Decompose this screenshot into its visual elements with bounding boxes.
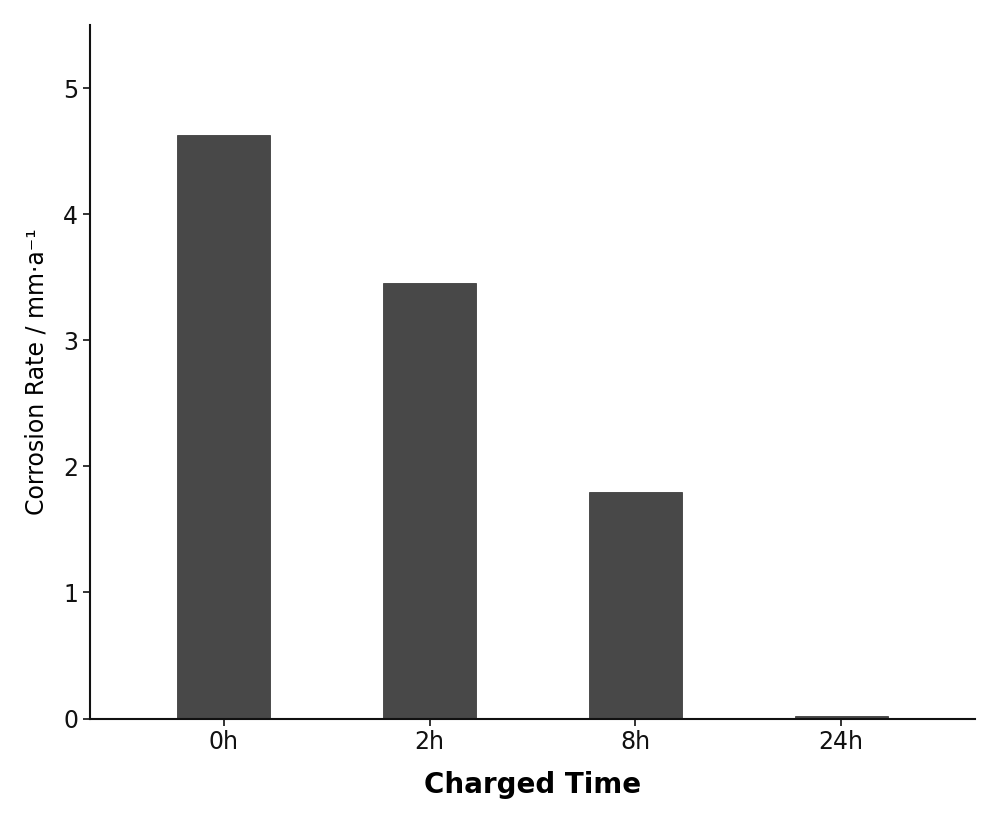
Bar [177,134,270,719]
Bar [383,283,476,719]
Bar [589,492,682,719]
Y-axis label: Corrosion Rate / mm·a⁻¹: Corrosion Rate / mm·a⁻¹ [25,228,49,515]
Bar [795,716,888,719]
X-axis label: Charged Time: Charged Time [424,771,641,799]
